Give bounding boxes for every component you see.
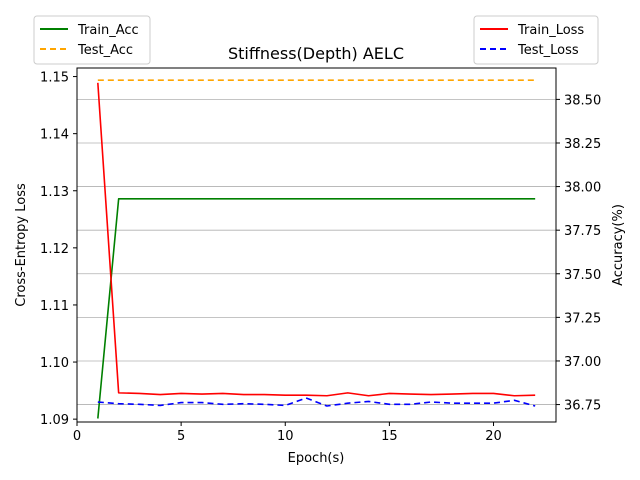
y-axis-right-title: Accuracy(%) <box>611 204 626 286</box>
y-right-tick-label: 36.75 <box>564 399 601 414</box>
y-left-tick-label: 1.14 <box>40 128 69 143</box>
x-axis-title: Epoch(s) <box>288 451 345 466</box>
legend-left: Train_Acc Test_Acc <box>33 15 151 65</box>
x-tick-label: 5 <box>177 429 185 444</box>
y-left-tick-label: 1.10 <box>40 356 69 371</box>
x-tick-label: 10 <box>277 429 294 444</box>
chart-title: Stiffness(Depth) AELC <box>228 44 404 63</box>
plot-frame <box>76 67 557 423</box>
x-tick-label: 15 <box>381 429 398 444</box>
y-right-tick-label: 37.25 <box>564 311 601 326</box>
y-left-tick-label: 1.12 <box>40 242 69 257</box>
y-right-tick-label: 38.25 <box>564 137 601 152</box>
series-line-train-loss <box>97 82 536 397</box>
y-right-tick-label: 38.50 <box>564 93 601 108</box>
y-left-tick-label: 1.11 <box>40 299 69 314</box>
y-right-tick-label: 38.00 <box>564 181 601 196</box>
legend-label-test-acc: Test_Acc <box>77 43 133 58</box>
legend-label-test-loss: Test_Loss <box>517 43 579 58</box>
x-tick-label: 0 <box>73 429 81 444</box>
y-right-tick-label: 37.50 <box>564 268 601 283</box>
x-tick-label: 20 <box>485 429 502 444</box>
legend-right: Train_Loss Test_Loss <box>473 15 599 65</box>
series-line-test-loss <box>97 397 536 407</box>
y-left-tick-label: 1.15 <box>40 71 69 86</box>
series-line-train-acc <box>97 197 536 419</box>
grid <box>77 98 556 405</box>
axes: 0 5 10 15 20 1.09 1.10 1.11 1.12 1.13 1.14 1.15 36.7… <box>40 71 601 444</box>
y-right-tick-label: 37.00 <box>564 355 601 370</box>
legend-label-train-acc: Train_Acc <box>77 23 139 38</box>
legend-label-train-loss: Train_Loss <box>517 23 584 38</box>
y-left-tick-label: 1.09 <box>40 413 69 428</box>
y-axis-left-title: Cross-Entropy Loss <box>14 183 29 307</box>
y-right-tick-label: 37.75 <box>564 224 601 239</box>
y-left-tick-label: 1.13 <box>40 185 69 200</box>
series-layer <box>97 79 536 419</box>
